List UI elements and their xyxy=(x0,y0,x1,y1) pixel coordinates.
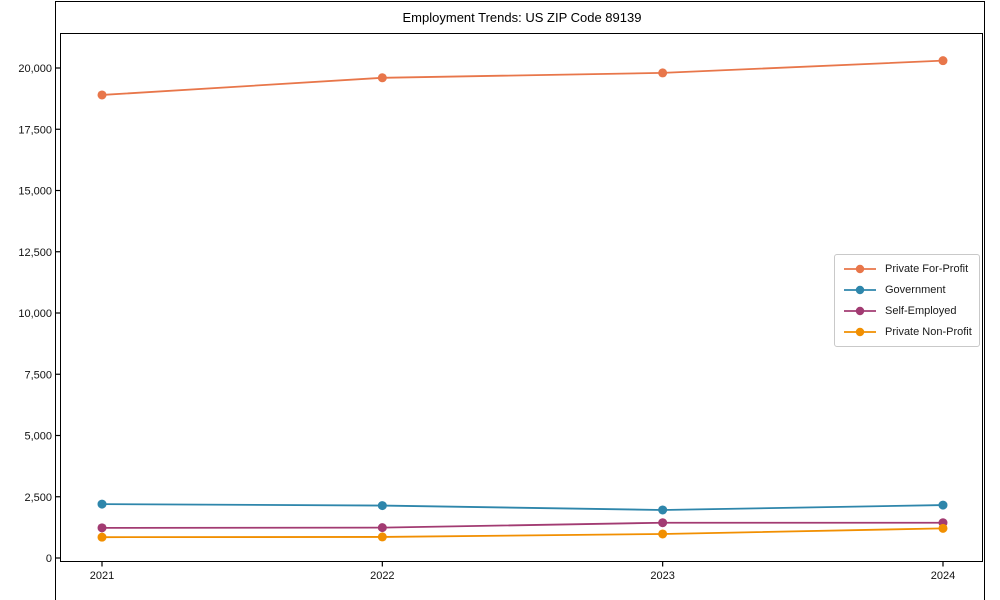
legend-swatch-line-marker-icon xyxy=(844,306,876,316)
legend-swatch-line-marker-icon xyxy=(844,285,876,295)
legend: Private For-Profit Government Self-Emplo… xyxy=(834,254,980,347)
legend-swatch-line-marker-icon xyxy=(844,264,876,273)
y-axis-tick-label: 5,000 xyxy=(24,431,52,443)
data-point-government-2022 xyxy=(377,501,387,511)
data-point-self-employed-2023 xyxy=(658,518,668,528)
legend-label: Private Non-Profit xyxy=(885,326,972,339)
legend-label: Self-Employed xyxy=(885,305,957,318)
data-point-government-2024 xyxy=(938,500,948,510)
x-axis-tick-label: 2021 xyxy=(90,570,114,582)
data-point-government-2021 xyxy=(97,499,107,509)
series-line-private-for-profit xyxy=(101,59,944,96)
data-point-private-non-profit-2021 xyxy=(97,532,107,542)
plot-area-frame xyxy=(60,33,983,562)
y-axis-tick-label: 7,500 xyxy=(24,369,52,381)
legend-label: Private For-Profit xyxy=(885,262,969,275)
y-axis-tick-label: 12,500 xyxy=(18,247,52,259)
y-axis-tick-label: 2,500 xyxy=(24,492,52,504)
y-axis-tick-label: 10,000 xyxy=(18,308,52,320)
legend-label: Government xyxy=(885,283,946,296)
data-point-self-employed-2022 xyxy=(377,523,387,533)
y-axis-tick-label: 0 xyxy=(46,553,52,565)
legend-item-government: Government xyxy=(843,284,975,296)
legend-item-private-for-profit: Private For-Profit xyxy=(843,263,975,275)
x-axis-tick-label: 2024 xyxy=(931,570,955,582)
series-line-private-non-profit xyxy=(101,527,944,539)
figure-outer-border xyxy=(55,1,985,600)
series-line-government xyxy=(101,503,944,511)
x-axis-tick-label: 2022 xyxy=(370,570,394,582)
chart-title: Employment Trends: US ZIP Code 89139 xyxy=(402,10,642,25)
data-point-private-for-profit-2023 xyxy=(658,68,668,78)
series-line-self-employed xyxy=(101,521,943,529)
x-axis-tick-label: 2023 xyxy=(650,570,674,582)
y-axis-tick-label: 20,000 xyxy=(18,63,52,75)
data-point-private-for-profit-2021 xyxy=(97,90,107,100)
data-point-private-non-profit-2023 xyxy=(658,529,668,539)
legend-swatch-line-marker-icon xyxy=(844,328,876,337)
y-axis-tick-label: 15,000 xyxy=(18,186,52,198)
data-point-private-non-profit-2024 xyxy=(938,523,948,533)
data-point-private-for-profit-2022 xyxy=(377,73,387,83)
data-point-self-employed-2021 xyxy=(97,523,107,533)
legend-item-private-non-profit: Private Non-Profit xyxy=(843,326,975,338)
legend-item-self-employed: Self-Employed xyxy=(843,305,975,317)
data-point-government-2023 xyxy=(658,505,668,515)
data-point-private-for-profit-2024 xyxy=(938,56,948,66)
y-axis-tick-label: 17,500 xyxy=(18,124,52,136)
data-point-private-non-profit-2022 xyxy=(377,532,387,542)
